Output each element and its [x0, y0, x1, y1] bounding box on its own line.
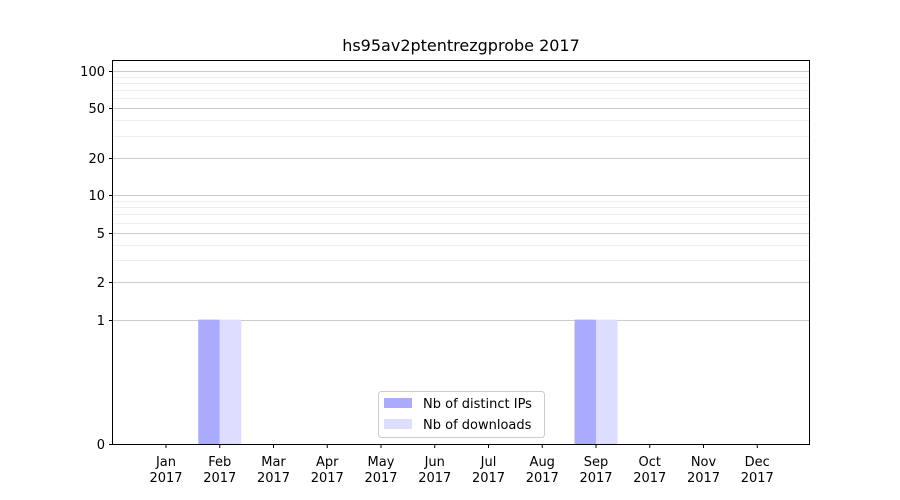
x-tick-label-month: Nov: [691, 455, 717, 470]
bars: [198, 319, 618, 444]
y-tick-label: 2: [97, 276, 105, 291]
bar-distinct-ips: [198, 319, 220, 444]
y-tick-label: 10: [88, 189, 105, 204]
legend-frame: [378, 391, 545, 438]
x-tick-label-month: Apr: [316, 455, 339, 470]
legend: Nb of distinct IPs Nb of downloads: [378, 391, 545, 438]
x-tick-label-year: 2017: [741, 471, 774, 486]
x-tick-label-year: 2017: [579, 471, 612, 486]
x-tick-label-month: Jan: [155, 455, 176, 470]
y-tick-label: 20: [88, 152, 105, 167]
bar-downloads: [596, 319, 618, 444]
chart-title: hs95av2ptentrezgprobe 2017: [342, 36, 580, 55]
x-tick-label-year: 2017: [203, 471, 236, 486]
x-tick-label-year: 2017: [526, 471, 559, 486]
x-tick-label-year: 2017: [687, 471, 720, 486]
x-tick-label-year: 2017: [149, 471, 182, 486]
bar-downloads: [219, 319, 242, 444]
grid-lines: [113, 71, 809, 321]
x-tick-label-year: 2017: [257, 471, 290, 486]
legend-label-downloads: Nb of downloads: [423, 418, 532, 433]
x-tick-label-month: Feb: [208, 455, 231, 470]
x-tick-label-month: Dec: [745, 455, 770, 470]
x-tick-label-year: 2017: [311, 471, 344, 486]
y-axis: 0 1 2 5 10 20 50 100: [80, 65, 113, 453]
x-tick-label-year: 2017: [418, 471, 451, 486]
x-tick-label-month: Jun: [424, 455, 445, 470]
x-tick-label-year: 2017: [472, 471, 505, 486]
x-tick-label-month: Sep: [584, 455, 609, 470]
plot-frame: [112, 60, 810, 445]
x-tick-label-month: Oct: [639, 455, 661, 470]
legend-swatch-downloads: [384, 419, 412, 429]
y-tick-label: 100: [80, 65, 105, 80]
legend-swatch-distinct-ips: [384, 398, 412, 408]
y-tick-label: 50: [88, 102, 105, 117]
x-tick-label-month: Aug: [530, 455, 555, 470]
x-tick-label-month: Mar: [261, 455, 286, 470]
y-tick-label: 1: [97, 314, 105, 329]
legend-label-distinct-ips: Nb of distinct IPs: [423, 397, 532, 412]
x-tick-label-month: May: [368, 455, 395, 470]
x-tick-label-month: Jul: [480, 455, 497, 470]
y-tick-label: 0: [97, 438, 105, 453]
y-tick-label: 5: [97, 227, 105, 242]
x-tick-label-year: 2017: [364, 471, 397, 486]
x-axis: Jan2017Feb2017Mar2017Apr2017May2017Jun20…: [149, 444, 774, 486]
x-tick-label-year: 2017: [633, 471, 666, 486]
bar-distinct-ips: [574, 319, 596, 444]
